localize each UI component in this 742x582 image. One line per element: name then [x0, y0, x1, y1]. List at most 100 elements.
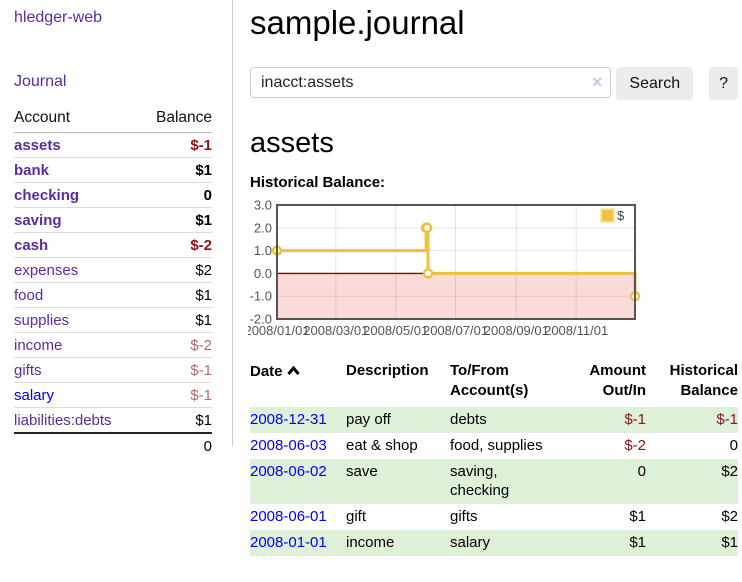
account-row-income: income $-2 [14, 332, 212, 358]
transaction-balance: $1 [721, 534, 738, 551]
account-heading: assets [250, 127, 334, 159]
account-link-liabilities-debts[interactable]: liabilities:debts [14, 412, 112, 429]
register-row: 2008-01-01 income salary $1 $1 [250, 530, 738, 556]
sidebar: hledger-web Journal Account Balance asse… [0, 0, 233, 455]
transaction-description: income [346, 534, 395, 551]
account-balance: $1 [195, 162, 212, 179]
transaction-balance: 0 [729, 437, 738, 454]
transaction-amount: $1 [629, 534, 646, 551]
register-header-row: Date Description To/From Account(s) Amou… [250, 359, 738, 407]
transaction-accounts: saving, checking [450, 463, 510, 499]
transaction-amount: $-2 [624, 437, 646, 454]
account-balance: $1 [195, 287, 212, 304]
legend-label: $ [617, 208, 625, 223]
accounts-total-value: 0 [203, 438, 212, 455]
svg-text:2008/07/01: 2008/07/01 [423, 323, 488, 338]
sidebar-item-journal[interactable]: Journal [14, 73, 67, 90]
transaction-date-link[interactable]: 2008-12-31 [250, 411, 327, 428]
svg-text:3.0: 3.0 [254, 199, 272, 213]
search-input-wrap: × [250, 67, 612, 98]
transaction-description: save [346, 463, 378, 480]
account-balance: $-1 [190, 362, 212, 379]
accounts-table-header: Account Balance [14, 108, 212, 133]
register-header-accounts: To/From Account(s) [450, 359, 562, 407]
transaction-date-link[interactable]: 2008-06-03 [250, 437, 327, 454]
account-link-assets[interactable]: assets [14, 137, 61, 154]
account-link-bank[interactable]: bank [14, 162, 50, 179]
chart-title: Historical Balance: [250, 174, 386, 191]
account-link-income[interactable]: income [14, 337, 63, 354]
account-link-gifts[interactable]: gifts [14, 362, 42, 379]
account-link-supplies[interactable]: supplies [14, 312, 70, 329]
account-row-supplies: supplies $1 [14, 307, 212, 333]
register-row: 2008-06-01 gift gifts $1 $2 [250, 504, 738, 530]
register-row: 2008-06-03 eat & shop food, supplies $-2… [250, 433, 738, 459]
svg-text:-1.0: -1.0 [250, 289, 272, 304]
account-link-cash[interactable]: cash [14, 237, 49, 254]
register-header-amount-line2: Out/In [602, 382, 646, 399]
account-row-cash: cash $-2 [14, 232, 212, 258]
page-title: sample.journal [250, 4, 465, 41]
transaction-date-link[interactable]: 2008-06-01 [250, 508, 327, 525]
svg-text:2008/03/01: 2008/03/01 [303, 323, 368, 338]
register-header-balance: Historical Balance [646, 359, 738, 407]
search-form: × Search ? [250, 67, 738, 100]
account-balance: $1 [195, 312, 212, 329]
accounts-total-row: 0 [14, 433, 212, 458]
account-row-saving: saving $1 [14, 207, 212, 233]
account-link-food[interactable]: food [14, 287, 44, 304]
transaction-description: pay off [346, 411, 391, 428]
account-balance: $2 [195, 262, 212, 279]
sort-ascending-icon [286, 361, 300, 381]
transaction-description: eat & shop [346, 437, 418, 454]
register-header-balance-line2: Balance [680, 382, 738, 399]
transaction-accounts: debts [450, 411, 487, 428]
register-header-date-label: Date [250, 363, 283, 380]
register-row: 2008-12-31 pay off debts $-1 $-1 [250, 407, 738, 433]
svg-text:2008/09/01: 2008/09/01 [484, 323, 549, 338]
transaction-balance: $2 [721, 508, 738, 525]
register-header-amount-line1: Amount [589, 362, 646, 379]
help-button[interactable]: ? [709, 67, 738, 100]
account-balance: $1 [195, 212, 212, 229]
account-row-assets: assets $-1 [14, 133, 212, 158]
register-header-date[interactable]: Date [250, 359, 346, 407]
accounts-header-account: Account [14, 109, 71, 126]
transaction-accounts: food, supplies [450, 437, 543, 454]
transaction-date-link[interactable]: 2008-06-02 [250, 463, 327, 480]
brand-link[interactable]: hledger-web [14, 9, 103, 26]
clear-search-icon[interactable]: × [591, 72, 603, 92]
account-link-expenses[interactable]: expenses [14, 262, 79, 279]
account-balance: 0 [203, 187, 212, 204]
account-row-bank: bank $1 [14, 157, 212, 183]
account-row-liabilities-debts: liabilities:debts $1 [14, 407, 212, 434]
accounts-header-balance: Balance [155, 109, 212, 126]
svg-text:2008/01/01: 2008/01/01 [248, 323, 310, 338]
transaction-date-link[interactable]: 2008-01-01 [250, 534, 327, 551]
account-balance: $-2 [190, 237, 212, 254]
register-header-amount: Amount Out/In [562, 359, 646, 407]
transaction-amount: $1 [629, 508, 646, 525]
account-row-checking: checking 0 [14, 182, 212, 208]
register-table: Date Description To/From Account(s) Amou… [250, 359, 738, 556]
register-header-accounts-line1: To/From [450, 362, 509, 379]
search-button[interactable]: Search [616, 67, 694, 100]
transaction-balance: $-1 [716, 411, 738, 428]
register-header-balance-line1: Historical [669, 362, 738, 379]
main-content: sample.journal × Search ? assets Histori… [248, 0, 738, 556]
svg-text:1.0: 1.0 [254, 243, 272, 258]
account-link-checking[interactable]: checking [14, 187, 80, 204]
account-link-salary[interactable]: salary [14, 387, 55, 404]
svg-text:2008/05/01: 2008/05/01 [363, 323, 428, 338]
account-balance: $-2 [190, 337, 212, 354]
svg-text:0.0: 0.0 [254, 266, 272, 281]
account-link-saving[interactable]: saving [14, 212, 62, 229]
account-row-expenses: expenses $2 [14, 257, 212, 283]
search-input[interactable] [250, 67, 612, 98]
historical-balance-chart[interactable]: $3.0 2.0 1.0 0.0 -1.0 -2.02008/01/012008/03/0… [248, 199, 640, 339]
accounts-table: Account Balance assets $-1 bank $1 check… [14, 108, 212, 458]
account-row-salary: salary $-1 [14, 382, 212, 408]
legend-swatch [600, 208, 615, 223]
transaction-accounts: salary [450, 534, 491, 551]
svg-text:2.0: 2.0 [254, 220, 272, 235]
